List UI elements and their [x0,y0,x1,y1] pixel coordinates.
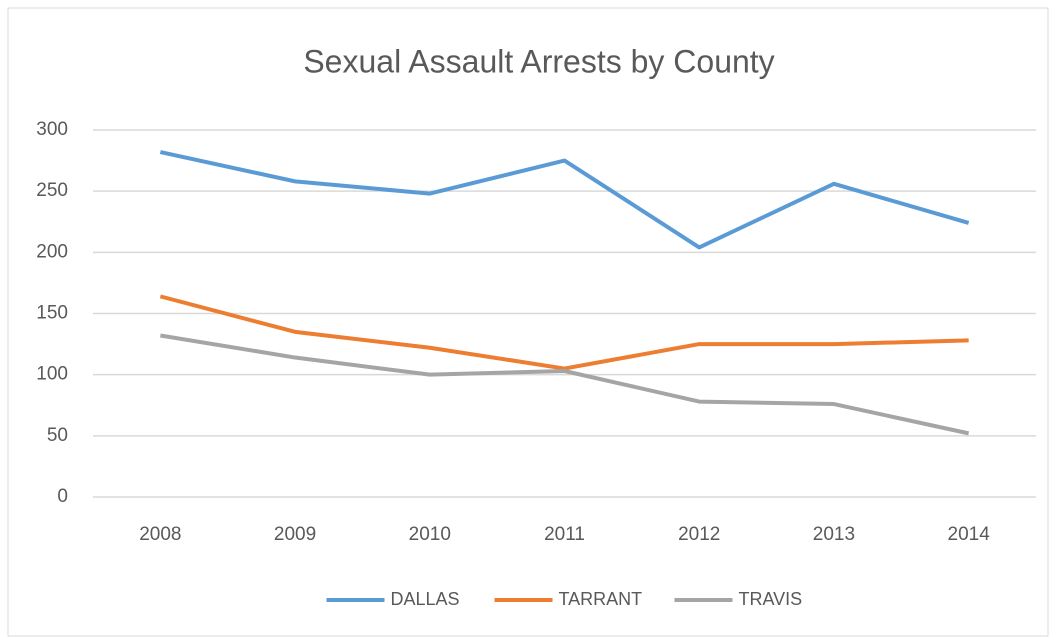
legend-label: TRAVIS [739,589,803,609]
x-tick-label: 2014 [948,524,991,545]
x-tick-label: 2013 [813,524,855,545]
legend-label: TARRANT [559,589,643,609]
y-tick-label: 250 [36,180,68,201]
x-tick-label: 2010 [409,524,451,545]
y-tick-label: 200 [36,241,68,262]
x-tick-label: 2009 [274,524,316,545]
y-tick-label: 0 [57,486,68,507]
chart-title: Sexual Assault Arrests by County [303,43,774,79]
y-tick-label: 300 [36,119,68,140]
y-tick-label: 50 [47,425,68,446]
x-tick-label: 2008 [139,524,181,545]
series-line [160,333,970,436]
x-tick-label: 2012 [678,524,720,545]
legend-label: DALLAS [391,589,460,609]
series-line [159,150,970,250]
y-tick-label: 150 [36,303,68,324]
x-tick-label: 2011 [544,524,585,545]
series-line [159,294,969,371]
y-tick-label: 100 [36,364,68,385]
chart-border [7,7,1049,637]
